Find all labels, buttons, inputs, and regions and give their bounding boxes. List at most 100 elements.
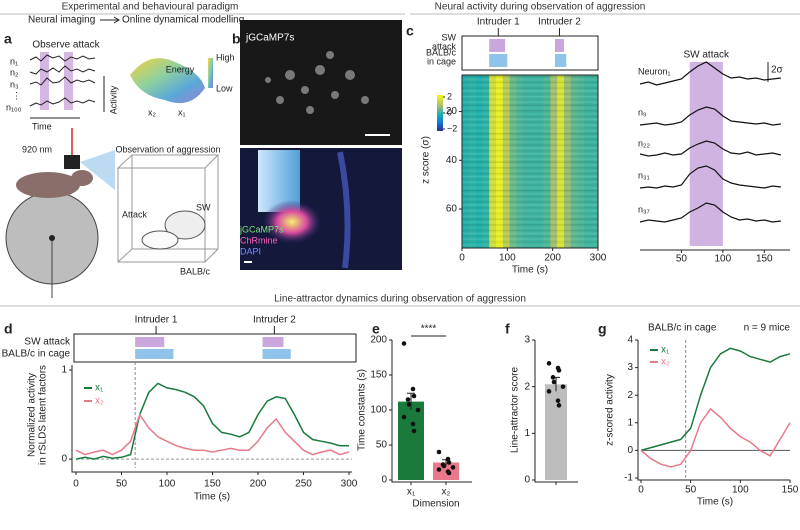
panel-letter: b [232, 31, 241, 47]
y-tick-label: 1 [61, 365, 67, 376]
heatmap-texture [462, 175, 598, 178]
point [406, 402, 412, 407]
heatmap-texture [462, 76, 598, 78]
point [556, 368, 562, 373]
x-tick-label: 150 [756, 254, 773, 265]
mouse-sw [164, 210, 206, 240]
panel-letter: e [372, 321, 380, 337]
trace-label: n₃₇ [638, 204, 650, 214]
axes [637, 340, 790, 481]
point [556, 403, 562, 408]
heatmap-texture [462, 198, 598, 200]
heatmap-texture [462, 138, 598, 141]
label: Activity [108, 85, 118, 114]
label: SW [196, 202, 211, 212]
mouse-balbc [141, 230, 179, 250]
event-label: SW attack [24, 337, 71, 348]
heatmap-texture [462, 232, 598, 235]
scale-label: 2σ [771, 65, 784, 76]
label: DAPI [240, 246, 261, 256]
event-span [554, 54, 567, 67]
point [450, 465, 456, 470]
heatmap-texture [462, 104, 598, 106]
heatmap-texture [462, 115, 598, 118]
neuron-label: ⋮ [12, 90, 21, 100]
y-tick-label: 1 [524, 428, 530, 439]
y-tick-label: 150 [370, 370, 387, 381]
y-axis-label: Line-attractor score [510, 366, 521, 453]
intruder-label: Intruder 2 [538, 17, 581, 28]
legend-label: x₁ [661, 345, 670, 356]
heatmap-texture [462, 158, 598, 161]
tissue [337, 151, 351, 269]
heatmap-texture [462, 204, 598, 206]
point [550, 375, 556, 380]
trace-label: n₂₂ [638, 138, 650, 148]
point [401, 341, 407, 346]
point [411, 428, 417, 434]
label: ChRmine [240, 235, 278, 245]
heatmap-texture [462, 152, 598, 155]
y-axis-label: z score (σ) [421, 136, 432, 184]
event-span [135, 337, 165, 347]
label: Observe attack [32, 40, 100, 51]
event-span [135, 349, 174, 359]
heatmap-cell [543, 75, 551, 248]
label: Online dynamical modelling [122, 15, 244, 26]
heatmap-cell [482, 75, 490, 248]
objective [64, 155, 80, 169]
point [410, 386, 416, 392]
heatmap-texture [462, 127, 598, 129]
heatmap-cell [468, 75, 476, 248]
expression [262, 200, 322, 244]
energy-landscape [130, 58, 205, 104]
intruder-label: Intruder 1 [477, 17, 520, 28]
point [436, 449, 442, 455]
heatmap-texture [462, 192, 598, 195]
heatmap-texture [462, 90, 598, 92]
event-label: BALB/c [426, 47, 457, 57]
trace [29, 54, 96, 62]
intruder-label: Intruder 1 [135, 315, 178, 326]
heatmap-texture [462, 224, 598, 226]
y-axis-label: Normalized activity [27, 373, 38, 457]
heatmap-texture [462, 190, 598, 192]
heatmap-texture [462, 130, 598, 132]
point [560, 384, 566, 389]
bar [398, 401, 424, 480]
heatmap-texture [462, 101, 598, 104]
y-axis-label: in rSLDS latent factors [38, 365, 49, 465]
heatmap-texture [462, 107, 598, 109]
trace-label: Neuron₁ [638, 66, 671, 76]
heatmap-texture [462, 95, 598, 98]
heatmap-texture [462, 135, 598, 138]
x-tick-label: 200 [250, 479, 267, 490]
heatmap-cell [502, 75, 510, 248]
heatmap-cell [489, 75, 497, 248]
heatmap-texture [462, 118, 598, 121]
heatmap-texture [462, 209, 598, 212]
legend-label: x₂ [661, 357, 670, 368]
point [436, 467, 442, 472]
x-tick-label: 50 [116, 479, 128, 490]
x-tick-label: 200 [544, 253, 561, 264]
heatmap-texture [462, 241, 598, 243]
point [441, 463, 447, 469]
energy-colorbar [208, 58, 213, 88]
bar [545, 384, 567, 480]
axle [49, 235, 55, 241]
label: High [216, 52, 235, 62]
heatmap-texture [462, 187, 598, 189]
point [446, 460, 452, 465]
heatmap-cell [577, 75, 585, 248]
heatmap-texture [462, 212, 598, 215]
label: jGCaMP7s [239, 224, 284, 234]
heatmap-texture [462, 133, 598, 135]
x-tick-label: 100 [159, 479, 176, 490]
heatmap-texture [462, 181, 598, 183]
heatmap-texture [462, 144, 598, 146]
event-span [489, 39, 506, 52]
